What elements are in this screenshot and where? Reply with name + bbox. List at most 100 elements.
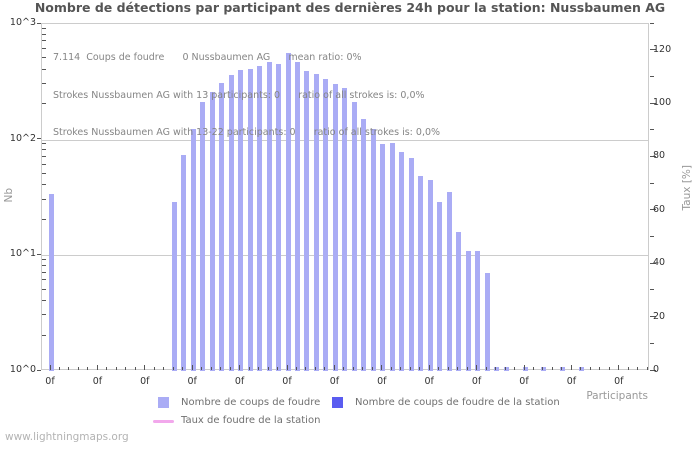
bar-participant-0 — [48, 193, 54, 371]
x-minor-tick — [258, 367, 260, 370]
y-right-major-tick — [650, 369, 656, 371]
y-left-tick-label: 10^0 — [9, 364, 36, 375]
bar-participant-31 — [342, 87, 348, 371]
x-minor-tick — [646, 367, 648, 370]
y-left-minor-tick — [42, 288, 46, 290]
y-right-major-tick — [650, 49, 656, 51]
x-minor-tick — [390, 367, 392, 370]
y-left-minor-tick — [42, 149, 46, 151]
annotation-line-1: 7.114 Coups de foudre 0 Nussbaumen AG me… — [53, 52, 362, 63]
bar-participant-35 — [380, 144, 386, 371]
y-right-tick-label: 80 — [653, 150, 666, 162]
y-right-tick-label: 100 — [653, 97, 672, 109]
x-minor-tick — [106, 367, 108, 370]
x-minor-tick — [409, 367, 411, 370]
y-right-major-tick — [650, 102, 656, 104]
bar-participant-50 — [522, 367, 528, 371]
bar-participant-22 — [257, 66, 263, 371]
annotation-block: 7.114 Coups de foudre 0 Nussbaumen AG me… — [53, 27, 440, 165]
x-major-tick — [570, 365, 572, 370]
x-minor-tick — [305, 367, 307, 370]
x-minor-tick — [608, 367, 610, 370]
bar-participant-36 — [389, 142, 395, 371]
bar-participant-37 — [399, 151, 405, 371]
watermark: www.lightningmaps.org — [5, 431, 129, 443]
x-minor-tick — [182, 367, 184, 370]
bar-participant-13 — [171, 201, 177, 371]
y-right-minor-tick — [650, 236, 654, 238]
y-left-minor-tick — [42, 219, 46, 220]
x-minor-tick — [163, 367, 165, 370]
y-left-tick-label: 10^2 — [9, 132, 36, 144]
y-right-tick-label: 60 — [653, 203, 666, 215]
x-minor-tick — [172, 367, 174, 370]
y-left-minor-tick — [42, 27, 46, 29]
y-left-minor-tick — [42, 68, 46, 70]
bar-participant-26 — [294, 62, 300, 371]
bar-participant-32 — [351, 102, 357, 371]
bar-participant-24 — [276, 64, 282, 371]
y-right-minor-tick — [650, 22, 654, 24]
x-minor-tick — [495, 367, 497, 370]
y-left-minor-tick — [42, 265, 46, 267]
bar-participant-45 — [475, 250, 481, 371]
x-tick-label-3: 0f — [187, 376, 197, 387]
legend-label-coups-de-foudre: Nombre de coups de foudre — [181, 397, 321, 408]
legend-label-taux-station: Taux de foudre de la station — [181, 415, 321, 426]
x-minor-tick — [352, 367, 354, 370]
x-tick-label-11: 0f — [566, 376, 577, 387]
x-major-tick — [49, 365, 51, 370]
x-minor-tick — [551, 367, 553, 370]
bar-participant-19 — [228, 74, 234, 371]
y-left-minor-tick — [42, 334, 46, 336]
x-minor-tick — [580, 367, 582, 370]
bar-participant-33 — [361, 119, 367, 371]
bar-participant-46 — [484, 273, 490, 371]
y-left-minor-tick — [42, 143, 46, 145]
y-left-minor-tick — [42, 163, 46, 165]
annotation-line-3: Strokes Nussbaumen AG with 13-22 partici… — [53, 127, 441, 138]
x-major-tick — [428, 365, 430, 370]
x-minor-tick — [504, 367, 506, 370]
x-tick-label-8: 0f — [424, 376, 434, 387]
x-minor-tick — [532, 367, 534, 370]
y-left-minor-tick — [42, 259, 46, 261]
bar-participant-44 — [465, 250, 471, 371]
y-right-tick-label: 20 — [653, 310, 666, 322]
x-tick-label-10: 0f — [519, 376, 529, 387]
y-left-minor-tick — [42, 40, 46, 42]
x-minor-tick — [542, 367, 544, 370]
y-left-minor-tick — [42, 156, 46, 158]
y-left-minor-tick — [42, 57, 46, 59]
x-minor-tick — [153, 367, 155, 370]
x-minor-tick — [457, 367, 459, 370]
x-minor-tick — [371, 367, 373, 370]
x-minor-tick — [485, 367, 487, 370]
y-right-minor-tick — [650, 342, 654, 344]
y-right-major-tick — [650, 155, 656, 157]
bar-participant-43 — [456, 231, 462, 371]
y-left-minor-tick — [42, 103, 46, 105]
x-minor-tick — [438, 367, 440, 370]
bar-participant-34 — [370, 128, 376, 371]
x-minor-tick — [447, 367, 449, 370]
x-major-tick — [618, 365, 620, 370]
x-tick-label-9: 0f — [471, 376, 482, 387]
x-minor-tick — [362, 367, 364, 370]
bar-participant-30 — [332, 83, 338, 371]
bar-participant-18 — [219, 82, 225, 371]
y-left-minor-tick — [42, 279, 46, 281]
x-axis-title: Participants — [586, 390, 648, 402]
x-major-tick — [239, 365, 241, 370]
y-right-major-tick — [650, 262, 656, 264]
bar-participant-47 — [494, 367, 500, 371]
x-major-tick — [476, 365, 478, 370]
y-left-major-tick — [37, 253, 41, 255]
x-minor-tick — [295, 367, 297, 370]
x-minor-tick — [134, 367, 136, 370]
x-tick-label-6: 0f — [329, 376, 340, 387]
y-left-minor-tick — [42, 184, 46, 186]
bar-participant-17 — [209, 91, 215, 371]
x-minor-tick — [248, 367, 250, 370]
x-major-tick — [523, 365, 525, 370]
